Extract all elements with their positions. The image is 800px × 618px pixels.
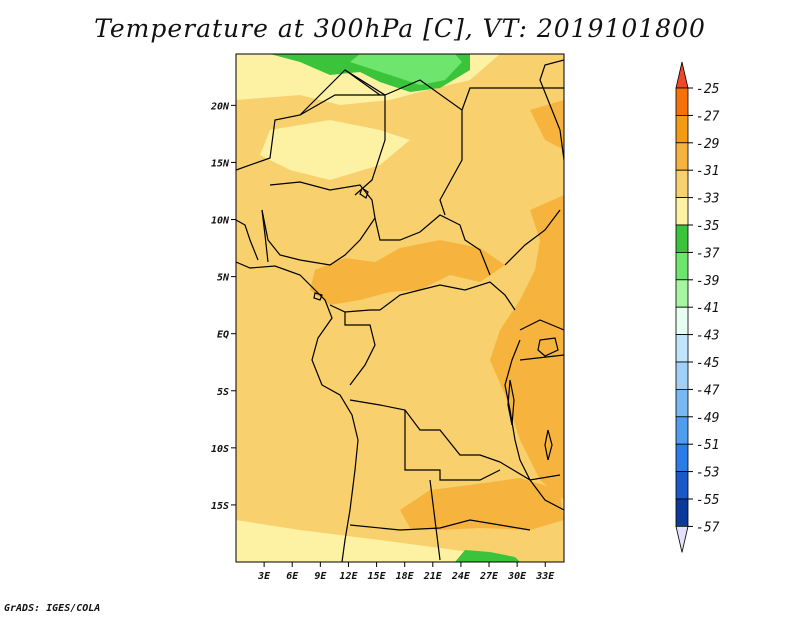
colorbar-label: -49 [696,411,719,426]
colorbar-swatch [675,306,689,336]
colorbar-label: -31 [696,164,719,179]
border-west-coast-states [236,209,269,263]
colorbar-swatch [675,471,689,500]
colorbar-label: -47 [696,383,720,398]
country-borders [236,59,564,562]
cold-patch-north-light [350,54,462,85]
lon-tick-label: 9E [314,571,327,582]
lat-tick-label: 10N [211,216,230,227]
map-frame [235,53,565,563]
colorbar-label: -45 [696,356,720,371]
border-egypt-sudan [461,87,564,111]
warm-region-east [490,195,564,500]
temperature-field [236,54,564,562]
colorbar-label: -37 [696,246,720,261]
grads-credit: GrADS: IGES/COLA [4,603,101,614]
border-uganda-kenya [519,319,564,361]
warm-region-west-central [310,240,505,305]
lake-chad [359,187,369,199]
lat-tick-label: 5N [217,273,230,284]
lon-tick-label: 3E [257,571,271,582]
colorbar-bottom-triangle [675,526,689,553]
colorbar-label: -43 [696,329,719,344]
colorbar-swatch [675,169,689,198]
colorbar-swatch [675,361,689,390]
colorbar-label: -53 [696,466,719,481]
border-south-africa [429,461,564,561]
cool-region-south [236,520,470,562]
map-title: Temperature at 300hPa [C], VT: 201910180… [94,14,706,43]
colorbar: -25 -27 -29 -31 -33 -35 -37 -39 -41 -43 -45 -47 -49 -… [675,61,720,553]
lat-tick-label: 15N [211,158,230,169]
lon-tick-label: 27E [479,571,499,582]
border-ethiopia [504,209,561,266]
colorbar-swatch [675,251,689,281]
colorbar-swatch [675,197,689,226]
colorbar-swatch [675,443,689,473]
lon-tick-label: 18E [396,571,415,582]
colorbar-label: -25 [696,82,720,97]
colorbar-swatch [675,224,689,253]
border-car-drc [379,281,516,311]
colorbar-label: -39 [696,274,719,289]
lon-tick-label: 12E [339,571,358,582]
colorbar-label: -51 [696,438,719,453]
lon-tick-label: 33E [535,571,555,582]
colorbar-swatch [675,115,689,144]
colorbar-swatch [675,388,689,418]
border-chad-car [374,214,491,276]
colorbar-label: -27 [696,109,720,124]
border-drc-angola [349,399,501,463]
colorbar-swatch [675,142,689,171]
colorbar-label: -35 [696,219,720,234]
colorbar-swatch [675,498,689,527]
latitude-axis: 20N 15N 10N 5N EQ 5S 10S 15S [210,101,236,512]
colorbar-label: -29 [696,137,719,152]
lon-tick-label: 6E [286,571,299,582]
colorbar-top-triangle [675,61,689,89]
border-mali-niger [299,94,386,196]
border-angola-zambia [404,410,501,481]
warm-region-northeast [530,100,564,150]
longitude-axis: 3E 6E 9E 12E 15E 18E 21E 24E 27E 30E 33E [257,562,555,582]
colorbar-swatch [675,87,689,116]
border-cameroon-gabon [329,304,380,313]
lon-tick-label: 15E [368,571,387,582]
border-zambia-south [349,519,531,531]
lon-tick-label: 30E [507,571,527,582]
lon-tick-label: 24E [451,571,471,582]
colorbar-label: -57 [696,520,720,535]
lat-tick-label: 10S [211,444,229,455]
coastline-west-africa [236,261,359,562]
cold-patch-south [455,550,520,562]
coastline-east-africa [539,59,564,161]
warm-region-south [400,478,564,530]
lake-victoria [537,337,559,357]
border-nigeria [261,181,376,266]
colorbar-label: -55 [696,493,720,508]
lake-tanganyika [507,379,515,426]
colorbar-swatch [675,416,689,445]
lat-tick-label: EQ [217,330,229,341]
lat-tick-label: 15S [211,501,229,512]
lat-tick-label: 5S [217,387,229,398]
colorbar-swatch [675,279,689,308]
lon-tick-label: 21E [423,571,443,582]
colorbar-label: -41 [696,301,719,316]
colorbar-swatch [675,334,689,363]
lake-malawi [544,429,553,461]
border-congo [344,312,376,386]
colorbar-label: -33 [696,192,719,207]
lat-tick-label: 20N [210,101,230,112]
island-bioko [313,292,323,301]
